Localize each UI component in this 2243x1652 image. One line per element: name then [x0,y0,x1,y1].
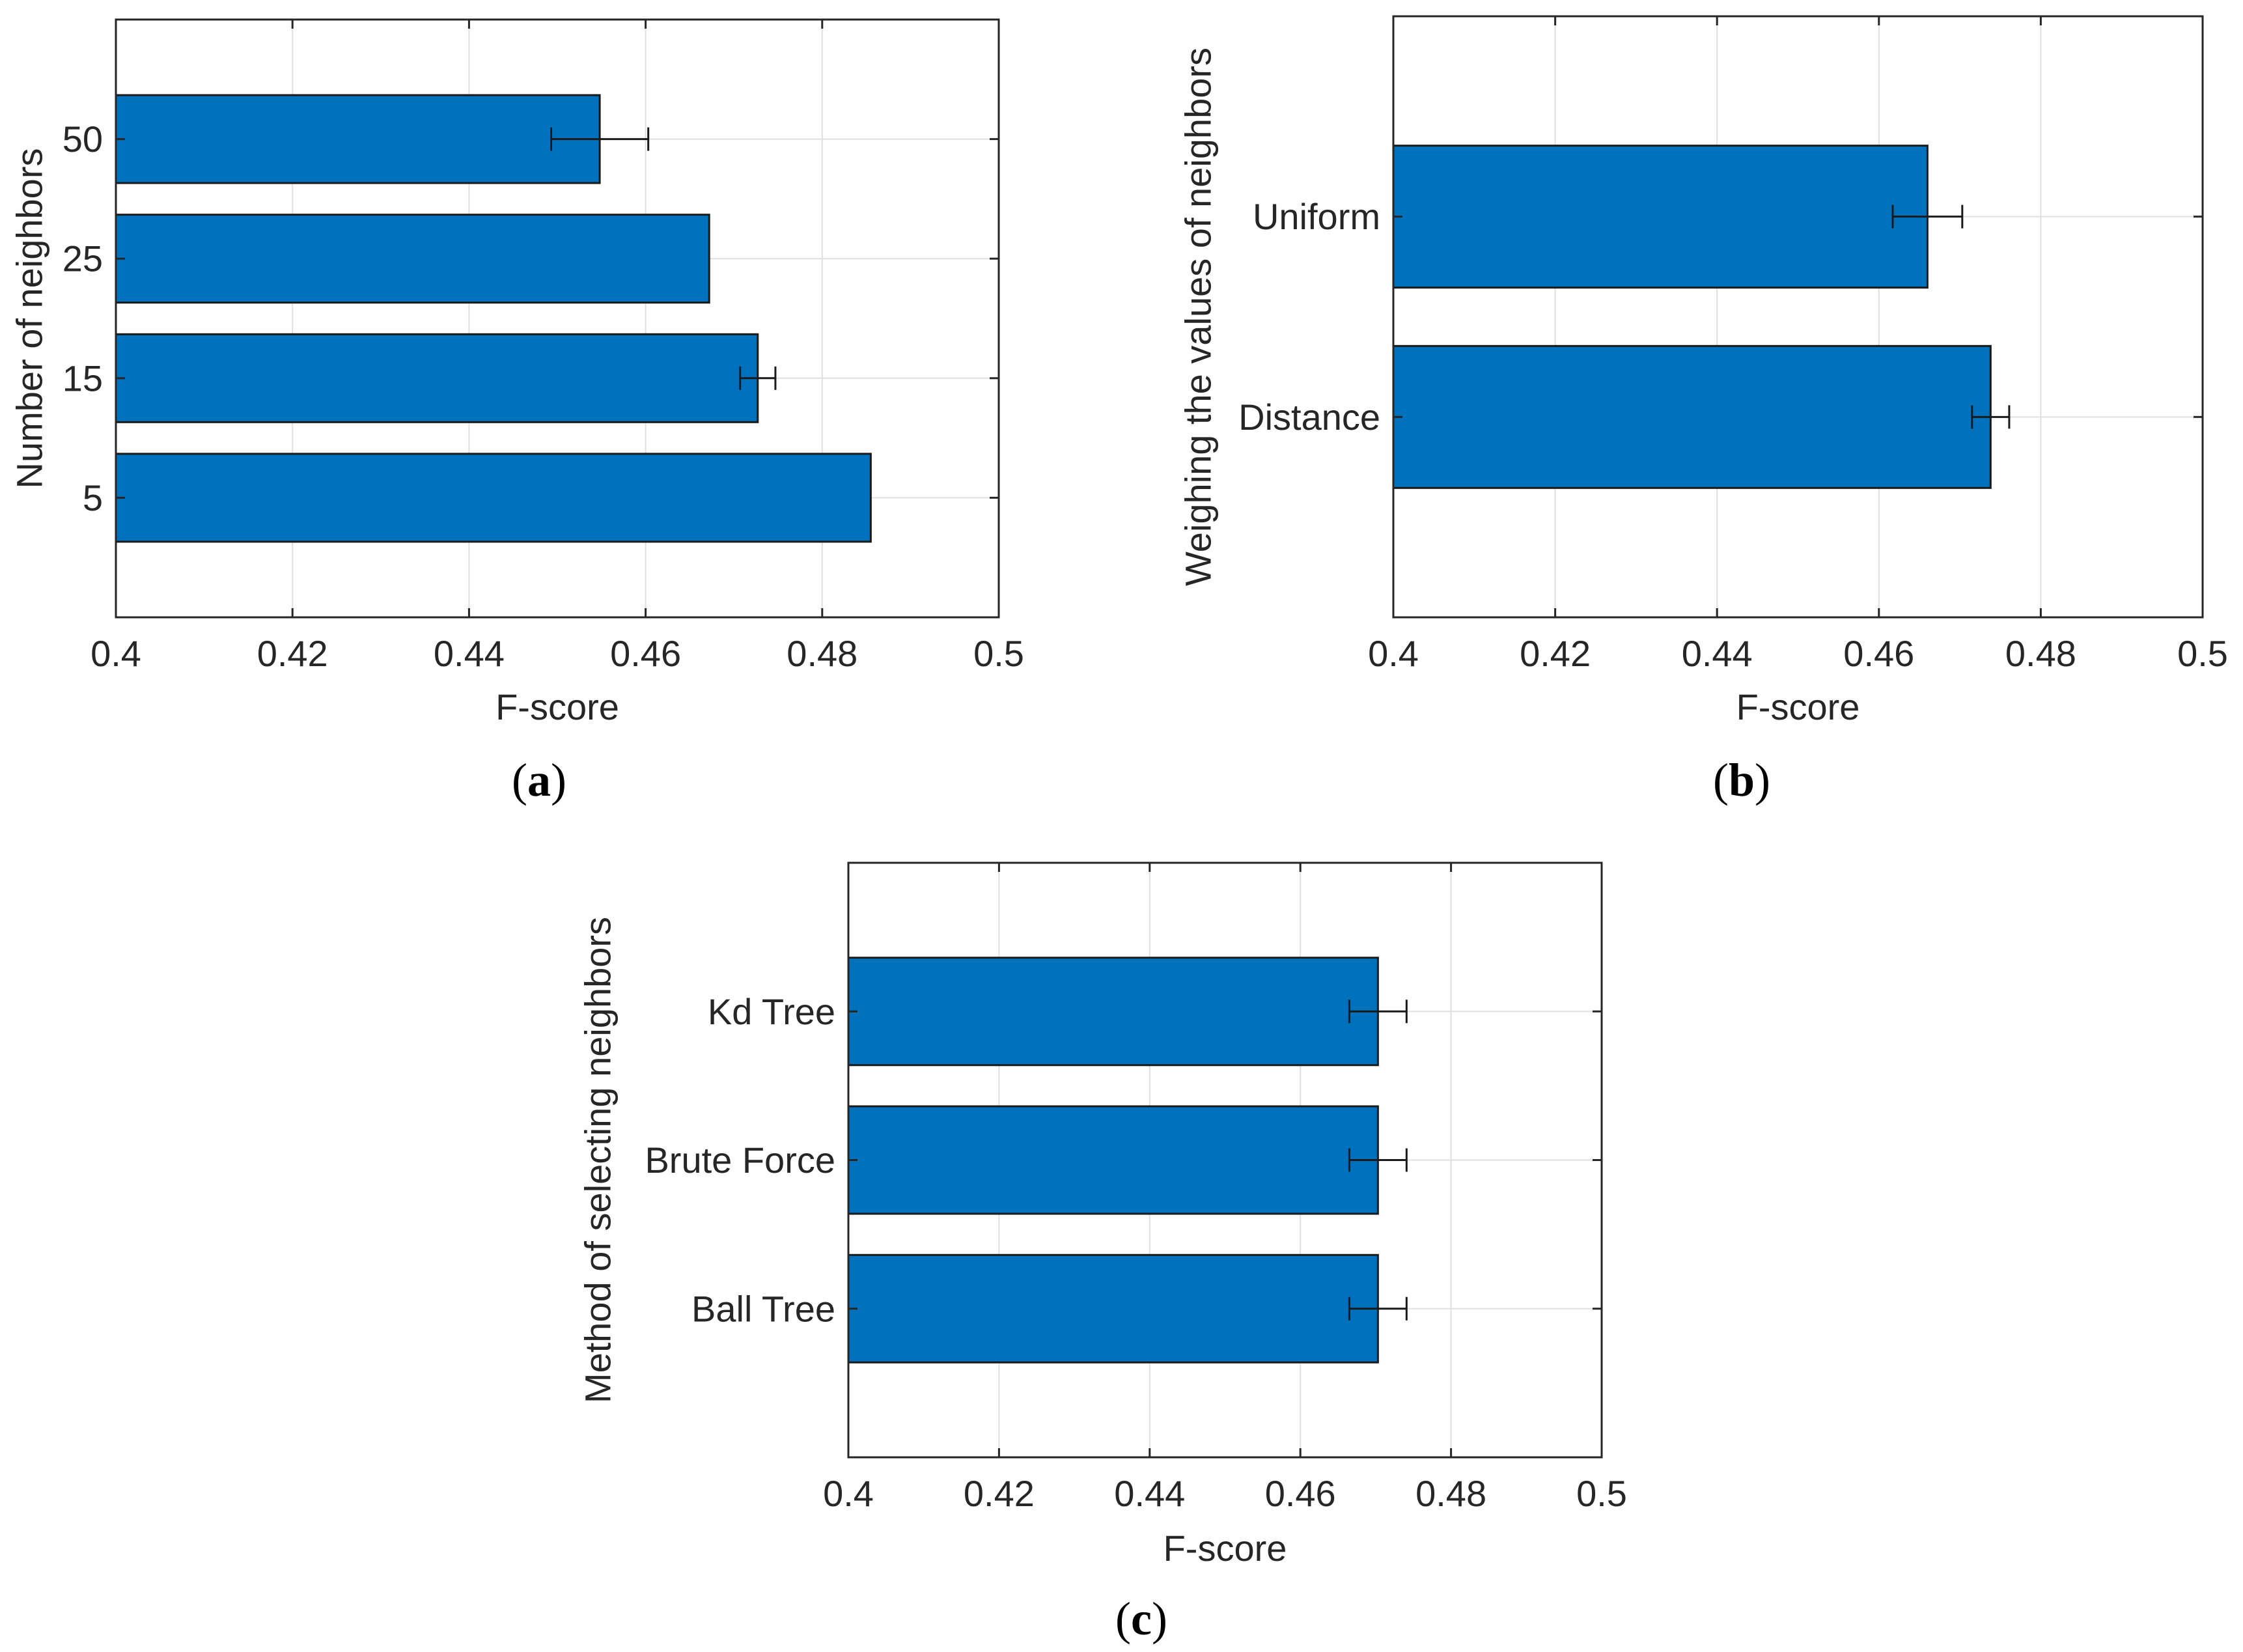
panel-b-axes-box [1392,15,2204,619]
panel-b-x-tick-label: 0.46 [1843,633,1914,674]
panel-b-label-letter: b [1729,754,1755,806]
panel-a-label-letter: a [527,754,551,806]
panel-a-y-tick-label-50: 50 [63,119,103,160]
panel-b-y-tick-label-distance: Distance [1238,397,1380,438]
panel-a-x-tick-label: 0.44 [434,633,505,674]
panel-a-x-axis-label: F-score [495,686,619,727]
panel-a-bar-25 [115,214,710,304]
panel-c-x-tick-label: 0.44 [1114,1473,1185,1514]
panel-c-x-tick-label: 0.48 [1415,1473,1486,1514]
panel-a: 0.4 0.42 0.44 0.46 0.48 0.5 5 15 25 50 F-score N… [9,18,1024,806]
panel-a-bar-5 [115,453,872,543]
panel-c-error-bar-brute-force [1348,1148,1408,1172]
panel-a-error-bar-50 [550,127,650,151]
panel-b-x-tick-label: 0.4 [1368,633,1419,674]
panel-b-y-tick-label-uniform: Uniform [1253,196,1380,237]
panel-c-y-tick-label-kd-tree: Kd Tree [708,991,835,1032]
panel-c-error-bar-ball-tree [1348,1296,1408,1321]
panel-c-x-tick-label: 0.42 [964,1473,1035,1514]
panel-a-error-bar-15 [739,366,777,390]
panel-b-y-axis-label: Weighing the values of neighbors [1178,48,1219,586]
panel-b-bar-uniform [1392,145,1929,289]
panel-b-x-axis-label: F-score [1736,686,1860,727]
panel-c-y-axis-label: Method of selecting neighbors [578,917,619,1403]
panel-a-y-tick-label-15: 15 [63,357,103,399]
panel-a-label: (a) [512,754,566,806]
panel-b-error-bar-uniform [1891,204,1964,229]
panel-c-x-axis-label: F-score [1163,1528,1287,1569]
panel-c-label-letter: c [1131,1593,1152,1645]
panel-c-y-tick-label-ball-tree: Ball Tree [691,1288,835,1329]
panel-c-label: (c) [1115,1593,1167,1645]
panel-b-x-tick-label: 0.5 [2177,633,2228,674]
panel-c: 0.4 0.42 0.44 0.46 0.48 0.5 Ball Tree Brute Fo… [578,861,1627,1645]
panel-a-x-tick-label: 0.4 [91,633,141,674]
panel-a-y-axis-label: Number of neighbors [9,148,50,489]
panel-a-y-tick-label-25: 25 [63,238,103,279]
panel-c-y-tick-label-brute-force: Brute Force [645,1140,835,1181]
panel-b-x-tick-label: 0.44 [1682,633,1753,674]
panel-b-bar-distance [1392,344,1992,489]
panel-b-x-tick-label: 0.42 [1520,633,1591,674]
panel-c-x-tick-label: 0.46 [1265,1473,1336,1514]
panel-c-bar-kd-tree [847,957,1379,1067]
panel-b: 0.4 0.42 0.44 0.46 0.48 0.5 Distance Uniform F… [1178,15,2228,806]
panel-c-x-tick-label: 0.5 [1576,1473,1627,1514]
panel-c-bar-brute-force [847,1105,1379,1215]
panel-c-error-bar-kd-tree [1348,1000,1408,1024]
panel-a-x-tick-label: 0.46 [610,633,681,674]
panel-b-x-tick-label: 0.48 [2005,633,2076,674]
panel-a-y-tick-label-5: 5 [83,477,103,518]
panel-a-bar-15 [115,333,759,423]
panel-b-label: (b) [1713,754,1770,806]
panel-a-x-tick-label: 0.42 [257,633,328,674]
panel-a-axes-box [115,18,1000,619]
panel-b-error-bar-distance [1971,405,2011,429]
panel-c-x-tick-label: 0.4 [823,1473,874,1514]
panel-a-bar-50 [115,94,601,184]
panel-a-x-tick-label: 0.5 [973,633,1024,674]
panel-c-bar-ball-tree [847,1253,1379,1364]
panel-a-x-tick-label: 0.48 [787,633,857,674]
